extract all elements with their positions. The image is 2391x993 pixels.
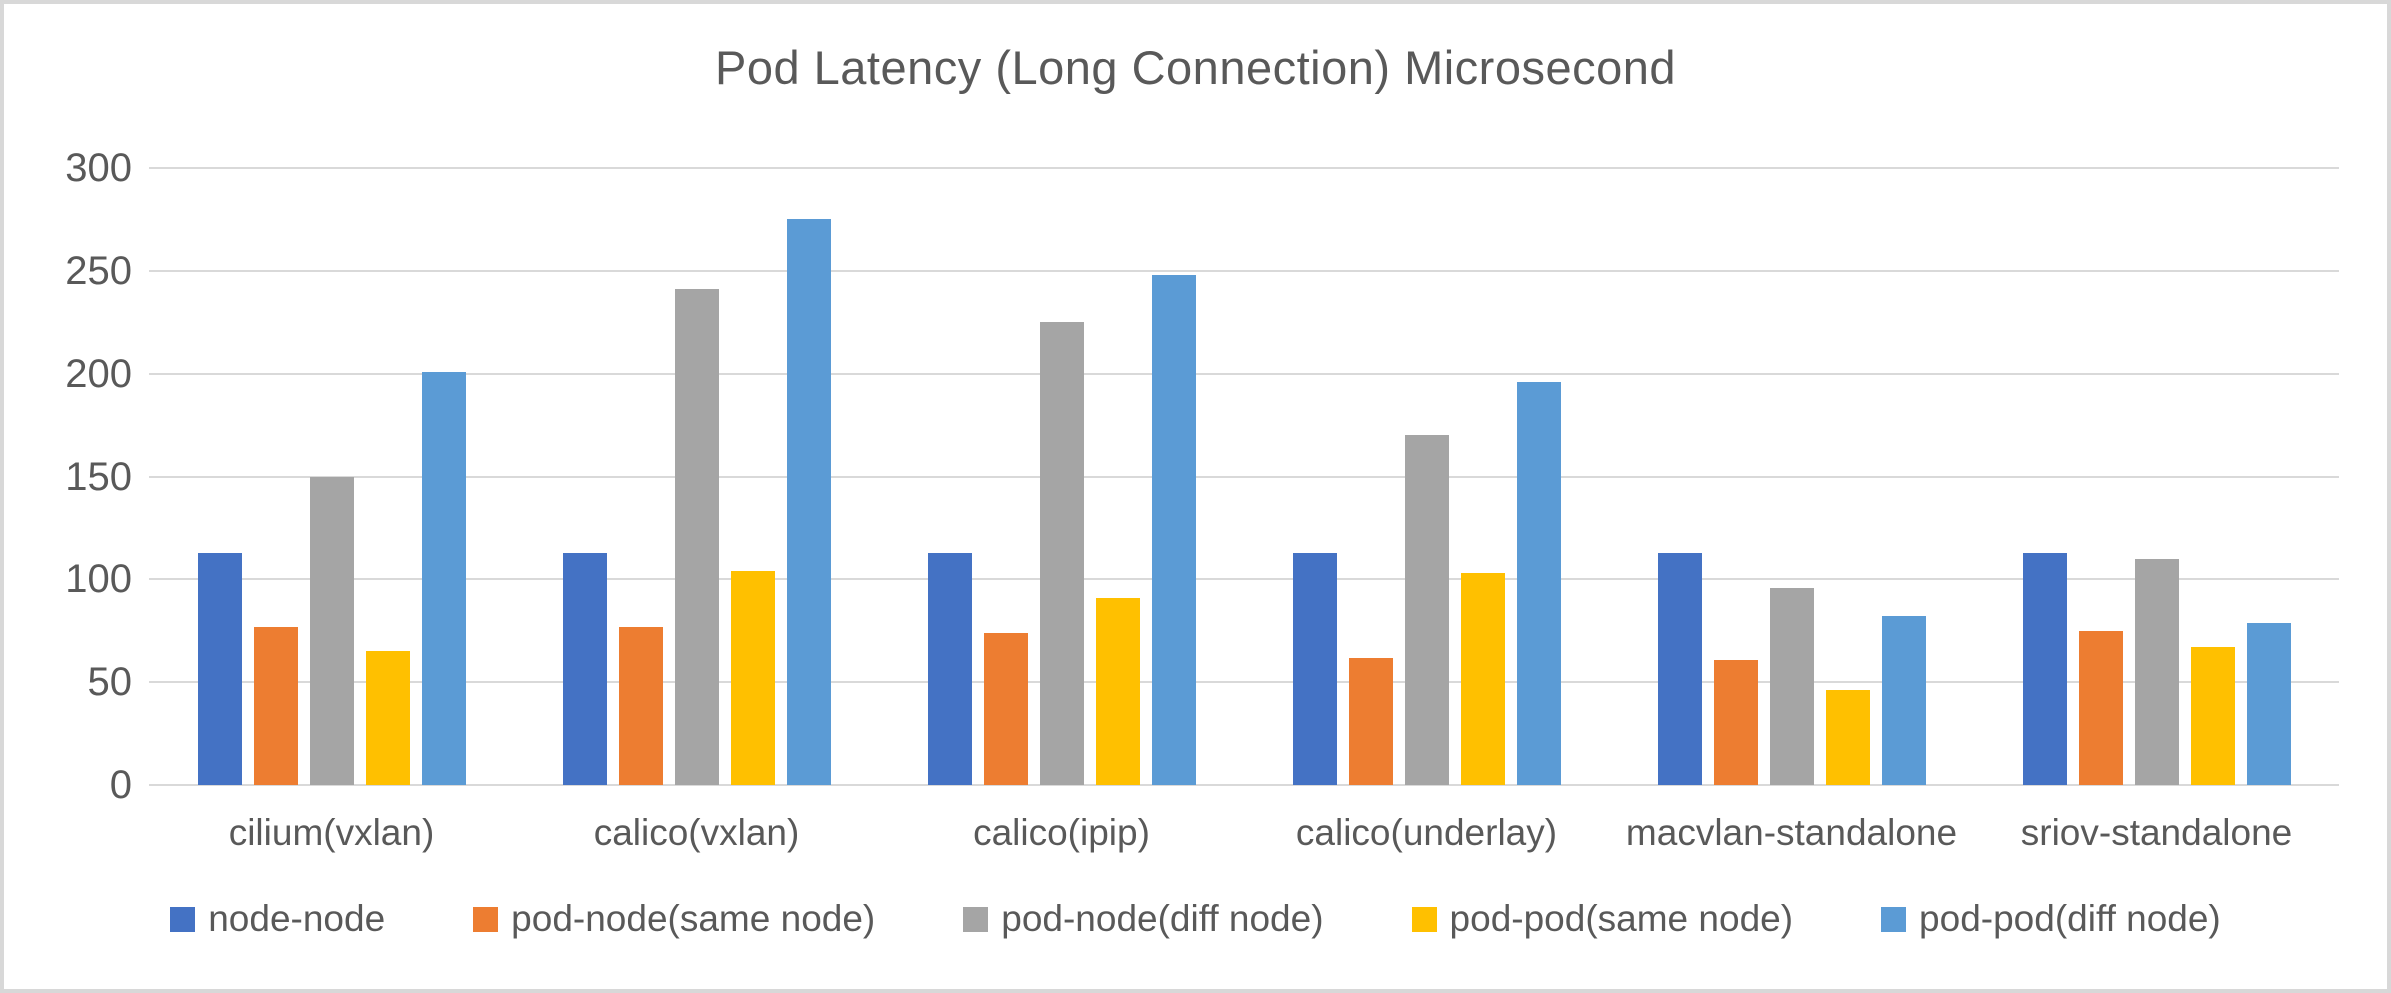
plot-area [149,167,2339,786]
bar [421,371,466,785]
chart-title: Pod Latency (Long Connection) Microsecon… [714,41,1677,94]
bar-group [514,168,879,785]
y-tick-label: 0 [109,763,132,807]
y-tick-label: 150 [65,454,132,499]
bar [1460,573,1505,785]
bar [2190,647,2235,785]
bar [562,552,607,785]
bar [2134,558,2179,785]
bar [1881,616,1926,785]
bar [2078,630,2123,785]
bar-group [1974,168,2339,785]
legend-label: pod-node(diff node) [1001,898,1324,939]
bar-group [1244,168,1609,785]
bar-group [879,168,1244,785]
legend-item: pod-pod(diff node) [1881,898,2221,940]
legend-swatch [963,906,989,932]
bar-group [1609,168,1974,785]
y-tick-label: 250 [65,248,132,293]
y-tick-label: 200 [65,351,132,396]
bar [1769,587,1814,785]
gridline [149,681,2339,684]
bar [1404,435,1449,785]
legend-swatch [1881,906,1907,932]
y-tick-label: 300 [65,146,132,190]
y-tick-label: 100 [65,557,132,602]
bar [1657,552,1702,785]
gridline [149,269,2339,272]
x-axis-category-label: calico(vxlan) [593,812,800,853]
bar [730,571,775,785]
bar [197,552,242,785]
legend-swatch [1411,906,1437,932]
y-tick-label: 50 [87,660,133,705]
bar [365,651,410,785]
bar [2246,622,2291,785]
bar [1825,690,1870,785]
legend-item: pod-node(same node) [473,898,875,940]
bar [983,632,1028,785]
x-axis-category-label: sriov-standalone [2020,812,2293,853]
gridline [149,475,2339,478]
x-axis-category-label: calico(underlay) [1295,812,1558,853]
x-axis-category-label: cilium(vxlan) [228,812,435,853]
bar [1095,597,1140,785]
bar [1516,381,1561,785]
y-axis-labels: 300 250 200 150 100 50 0 [4,146,133,807]
legend-label: pod-pod(diff node) [1919,898,2221,939]
legend-label: pod-node(same node) [511,898,876,939]
x-axis-labels: cilium(vxlan) calico(vxlan) calico(ipip) ca… [149,812,2339,854]
bar [2022,552,2067,785]
bar [786,219,831,785]
legend-item: node-node [170,898,385,940]
bar-group [149,168,514,785]
bar [1151,274,1196,785]
bar [1292,552,1337,785]
x-axis-category-label: macvlan-standalone [1625,812,1958,853]
gridline [149,784,2339,786]
bar [309,476,354,785]
bar [618,626,663,785]
gridline [149,372,2339,375]
bar [927,552,972,785]
x-axis-category-label: calico(ipip) [973,812,1150,853]
legend-label: node-node [208,898,386,939]
gridline [149,167,2339,169]
gridline [149,578,2339,581]
legend-swatch [473,906,499,932]
legend-swatch [170,906,196,932]
bar-groups [149,168,2339,785]
legend-item: pod-node(diff node) [963,898,1324,940]
bar [674,289,719,785]
bar [253,626,298,785]
legend: node-node pod-node(same node) pod-node(dif… [4,898,2387,940]
legend-label: pod-pod(same node) [1449,898,1794,939]
legend-item: pod-pod(same node) [1411,898,1794,940]
bar [1713,659,1758,785]
bar [1039,322,1084,785]
bar [1348,657,1393,785]
